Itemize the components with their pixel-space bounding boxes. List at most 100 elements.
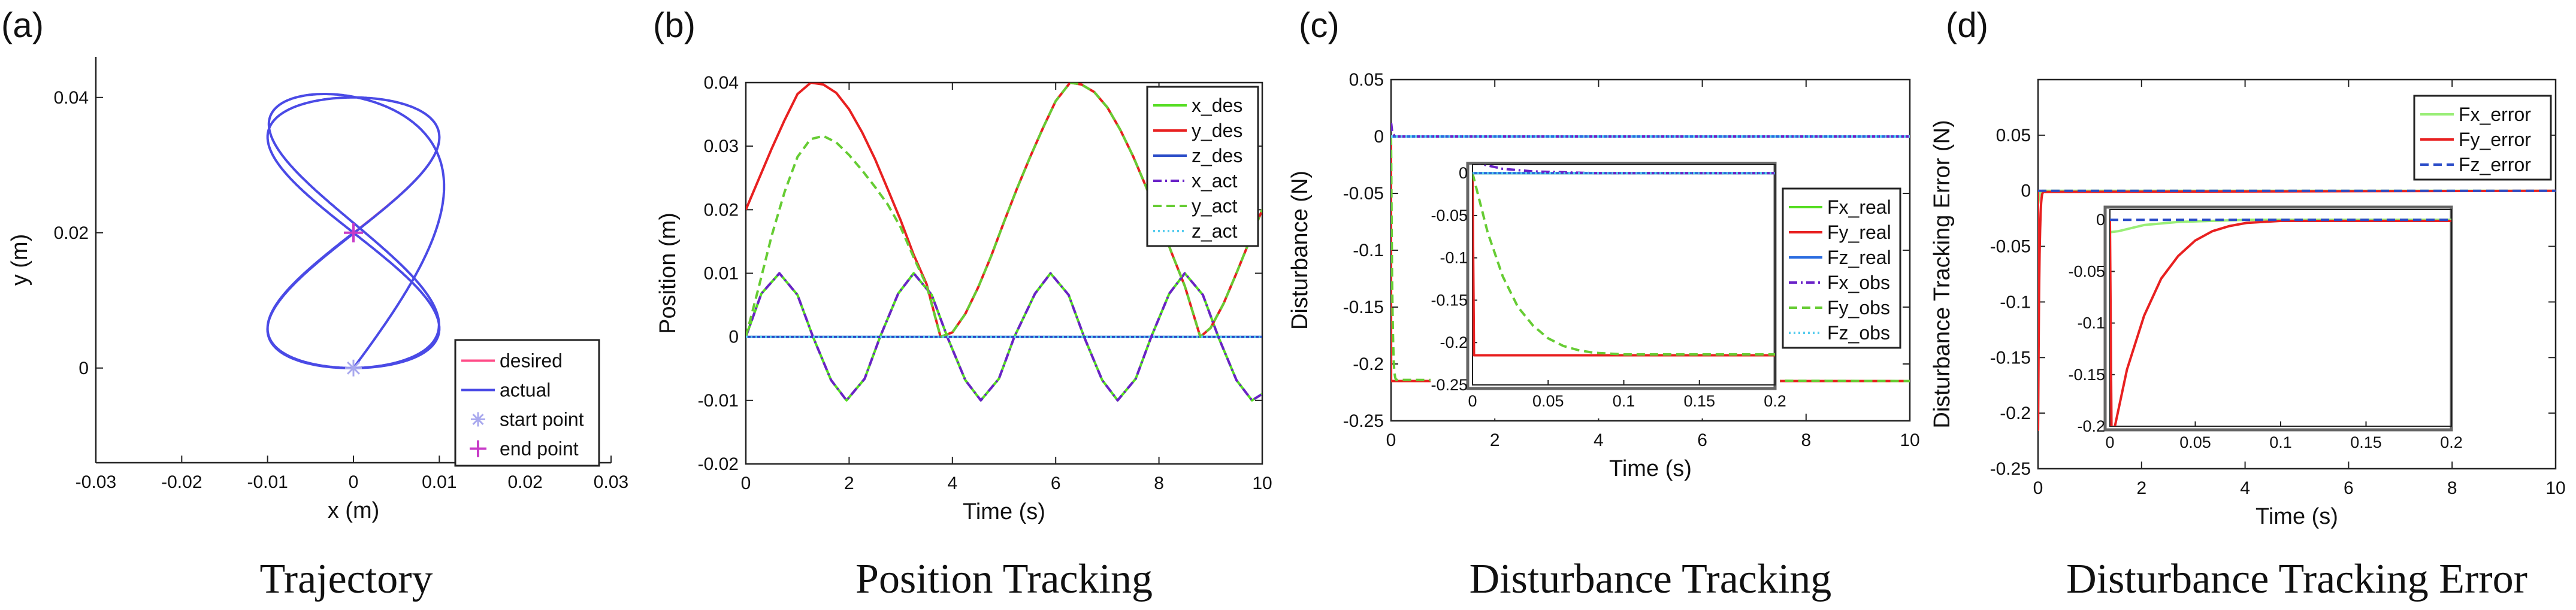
legend-box [1782, 187, 1901, 349]
series-actual [266, 93, 446, 369]
x-tick-label: -0.02 [161, 472, 202, 492]
legend-label: Fy_error [2459, 129, 2531, 150]
x-tick-label: -0.03 [75, 472, 116, 492]
inset-x-tick-label: 0 [2105, 433, 2114, 451]
legend-label: Fy_obs [1827, 297, 1890, 318]
inset-x-tick-label: 0.1 [2269, 433, 2292, 451]
legend-label: z_act [1192, 220, 1238, 242]
inset-series-Fy_error [2110, 219, 2451, 426]
inset-axes: 0 0.05 0.1 0.15 0.2 -0.2 -0.15 -0.1 -0.05 0 [2068, 209, 2463, 451]
x-tick-label: 4 [2240, 478, 2250, 498]
legend-label: Fx_error [2459, 104, 2531, 125]
legend-label: x_des [1192, 95, 1242, 116]
y-tick-label: 0.01 [704, 264, 739, 284]
x-axis-label: Time (s) [963, 499, 1045, 524]
y-tick-label: 0.05 [1996, 126, 2031, 145]
x-tick-label: 0 [741, 474, 751, 493]
x-tick-label: 4 [1594, 430, 1604, 450]
x-tick-label: 0 [2033, 478, 2043, 498]
y-tick-label: -0.2 [2000, 403, 2031, 423]
x-tick-label: 6 [2344, 478, 2354, 498]
inset-axes: 0 0.05 0.1 0.15 0.2 -0.25 -0.2 -0.15 -0.1 -0.05 0 [1431, 164, 1786, 410]
panel-caption: Position Tracking [855, 556, 1153, 602]
panel-disturbance-tracking: 0 2 4 6 8 10 -0.25 -0.2 -0.15 -0.1 -0.05 0 0.05 Time … [1287, 6, 1920, 602]
x-tick-label: 0.03 [594, 472, 628, 492]
legend-label: desired [500, 350, 563, 372]
start-point-marker [347, 361, 360, 375]
x-tick-label: 6 [1051, 474, 1061, 493]
x-tick-label: 2 [1490, 430, 1500, 450]
panel-disturbance-tracking-error: 0 2 4 6 8 10 -0.25 -0.2 -0.15 -0.1 -0.05 0 0.05 Time … [1930, 6, 2566, 602]
series-y_act [746, 83, 1262, 338]
x-tick-label: 8 [1801, 430, 1811, 450]
x-tick-label: 2 [2136, 478, 2146, 498]
y-axis-label: y (m) [7, 234, 32, 286]
inset-series-Fx_error [2110, 218, 2451, 233]
legend-label: end point [500, 438, 579, 460]
inset-x-tick-label: 0.15 [1683, 392, 1715, 410]
panel-caption: Disturbance Tracking Error [2066, 556, 2527, 602]
legend-label: Fx_real [1827, 196, 1891, 218]
y-tick-label: -0.1 [2000, 292, 2031, 312]
inset-background [2068, 207, 2457, 460]
panel-label: (d) [1946, 6, 1988, 45]
y-tick-label: 0.04 [704, 73, 739, 93]
legend-box [2413, 95, 2552, 181]
x-tick-label: 8 [2447, 478, 2457, 498]
plot-area [746, 83, 1262, 402]
inset-y-tick-label: 0 [2096, 211, 2105, 229]
x-tick-label: 10 [1900, 430, 1919, 450]
y-tick-label: -0.2 [1353, 354, 1384, 374]
inset-x-tick-label: 0.15 [2350, 433, 2382, 451]
start-point-marker [472, 413, 484, 426]
legend-label: Fx_obs [1827, 272, 1890, 293]
inset-x-tick-label: 0.05 [2179, 433, 2211, 451]
inset-x-tick-label: 0 [1468, 392, 1477, 410]
inset-y-tick-label: -0.15 [1431, 291, 1468, 309]
inset-plot-area [1473, 165, 1775, 357]
panel-caption: Disturbance Tracking [1470, 556, 1832, 602]
panel-trajectory: -0.03 -0.02 -0.01 0 0.01 0.02 0.03 0 0.02 0.04 x (… [1, 6, 628, 602]
y-axis-label: Disturbance (N) [1287, 171, 1313, 330]
x-tick-label: 0.02 [507, 472, 542, 492]
inset-x-tick-label: 0.05 [1532, 392, 1564, 410]
y-tick-label: 0 [78, 359, 89, 378]
legend-label: y_act [1192, 195, 1238, 217]
legend-label: actual [500, 380, 551, 401]
inset-x-tick-label: 0.2 [1764, 392, 1786, 410]
y-tick-label: -0.1 [1353, 241, 1384, 260]
panel-label: (b) [653, 6, 696, 45]
y-tick-label: 0.04 [54, 88, 89, 108]
inset-background [1431, 163, 1780, 418]
inset-y-tick-label: -0.05 [2068, 262, 2105, 280]
inset-y-tick-label: -0.05 [1431, 207, 1468, 224]
inset-series-Fy_real [1473, 173, 1775, 357]
x-tick-label: 6 [1697, 430, 1707, 450]
y-tick-label: 0 [2021, 181, 2031, 201]
inset-x-tick-label: 0.1 [1613, 392, 1635, 410]
legend-label: Fz_error [2459, 154, 2531, 175]
inset-y-tick-label: -0.1 [2077, 314, 2105, 332]
panel-label: (c) [1299, 6, 1340, 45]
inset-y-tick-label: -0.15 [2068, 366, 2105, 384]
x-tick-label: 2 [844, 474, 854, 493]
y-tick-label: -0.25 [1990, 459, 2031, 479]
x-axis-label: x (m) [328, 498, 380, 523]
y-tick-label: 0 [1374, 127, 1384, 147]
legend-label: y_des [1192, 120, 1242, 141]
y-tick-label: 0.05 [1349, 70, 1384, 90]
legend-label: start point [500, 409, 584, 430]
panel-caption: Trajectory [259, 556, 433, 602]
inset-y-tick-label: -0.25 [1431, 376, 1468, 394]
y-axis-label: Position (m) [655, 213, 681, 334]
y-axis-label: Disturbance Tracking Error (N) [1930, 120, 1955, 428]
inset-x-tick-label: 0.2 [2440, 433, 2463, 451]
series-Fy_error [2038, 189, 2556, 431]
y-tick-label: 0.02 [704, 200, 739, 220]
inset-y-tick-label: 0 [1459, 164, 1468, 182]
x-axis-label: Time (s) [2255, 504, 2338, 529]
y-tick-label: 0.02 [54, 223, 89, 243]
y-tick-label: -0.25 [1343, 411, 1384, 431]
inset-y-tick-label: -0.1 [1440, 249, 1468, 267]
